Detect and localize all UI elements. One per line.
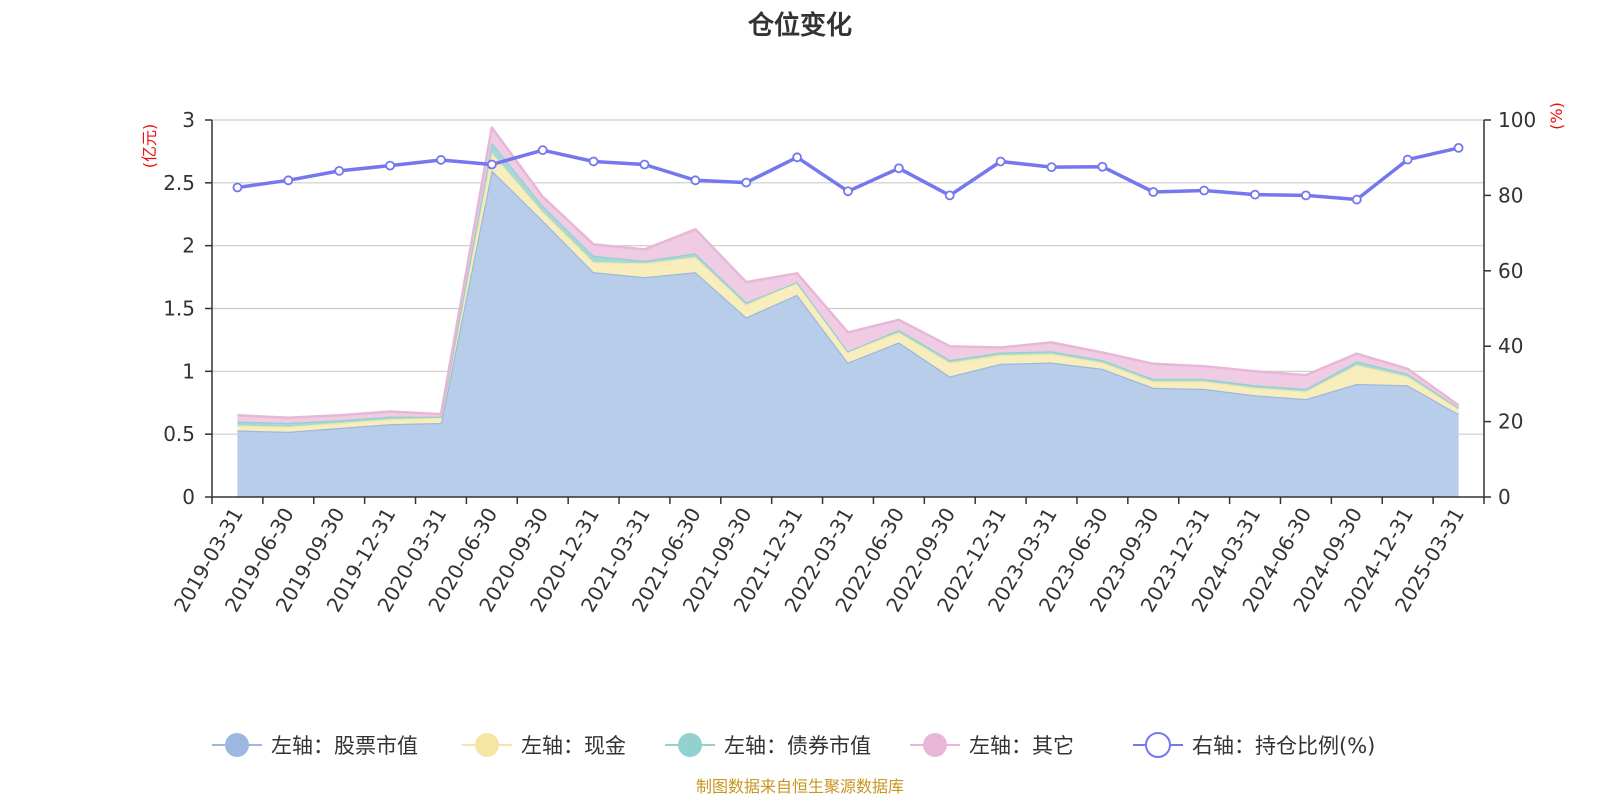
ratio-point [1199, 185, 1210, 196]
legend: 左轴：股票市值 左轴：现金 左轴：债券市值 左轴：其它 右轴：持仓比例(%) [212, 732, 1375, 758]
left-tick-label: 2 [182, 234, 195, 258]
ratio-point [843, 186, 853, 197]
area-fill-series-3 [237, 127, 1459, 423]
legend-label-1: 左轴：现金 [521, 734, 626, 758]
ratio-point [1301, 190, 1311, 201]
legend-marker-3 [923, 733, 947, 757]
legend-marker-0 [225, 733, 249, 757]
ratio-point [1148, 187, 1159, 197]
ratio-point [690, 175, 701, 186]
right-tick-label: 20 [1498, 410, 1523, 434]
chart-title: 仓位变化 [747, 10, 852, 41]
legend-marker-2 [678, 733, 702, 757]
area-fill-series-0 [237, 170, 1459, 498]
ratio-point [588, 156, 599, 167]
ratio-point [1250, 189, 1260, 200]
data-source-note: 制图数据来自恒生聚源数据库 [696, 777, 904, 796]
area-series-group [237, 126, 1460, 498]
right-tick-label: 40 [1498, 334, 1523, 358]
ratio-point [1046, 162, 1057, 173]
ratio-point [944, 190, 955, 201]
left-tick-label: 0.5 [163, 422, 195, 446]
left-axis-unit: (亿元) [140, 124, 159, 169]
ratio-point [1097, 161, 1108, 172]
ratio-point [741, 177, 752, 188]
ratio-point [486, 159, 497, 170]
left-tick-label: 2.5 [163, 171, 195, 195]
left-tick-label: 0 [182, 485, 195, 509]
legend-marker-4 [1145, 732, 1171, 758]
ratio-point [1351, 194, 1362, 205]
right-tick-label: 80 [1498, 183, 1523, 207]
right-axis-ticks: 0 20 40 60 80 100 [1484, 108, 1536, 509]
ratio-point [639, 159, 650, 170]
ratio-point [436, 155, 446, 165]
ratio-point [385, 160, 395, 171]
ratio-point [537, 145, 548, 156]
x-axis-ticks: 2019-03-312019-06-302019-09-302019-12-31… [169, 497, 1485, 616]
left-axis-ticks: 0 0.5 1 1.5 2 2.5 3 [163, 108, 212, 509]
ratio-point [1453, 142, 1464, 153]
left-tick-label: 1.5 [163, 297, 195, 321]
legend-label-2: 左轴：债券市值 [724, 734, 871, 758]
ratio-point [995, 156, 1006, 167]
ratio-point [1402, 154, 1413, 165]
right-axis-unit: (%) [1547, 102, 1566, 130]
legend-label-4: 右轴：持仓比例(%) [1192, 734, 1375, 758]
right-tick-label: 100 [1498, 108, 1536, 132]
left-tick-label: 1 [182, 359, 195, 383]
ratio-point [334, 165, 345, 176]
ratio-line-group [232, 142, 1464, 205]
ratio-point [893, 163, 904, 174]
right-tick-label: 0 [1498, 485, 1511, 509]
legend-marker-1 [475, 733, 499, 757]
ratio-point [792, 152, 803, 163]
area-line-series-3 [237, 126, 1460, 420]
left-tick-label: 3 [182, 108, 195, 132]
legend-label-3: 左轴：其它 [969, 734, 1074, 758]
legend-label-0: 左轴：股票市值 [271, 734, 418, 758]
ratio-point [283, 175, 294, 186]
right-tick-label: 60 [1498, 259, 1523, 283]
ratio-point [232, 182, 243, 193]
